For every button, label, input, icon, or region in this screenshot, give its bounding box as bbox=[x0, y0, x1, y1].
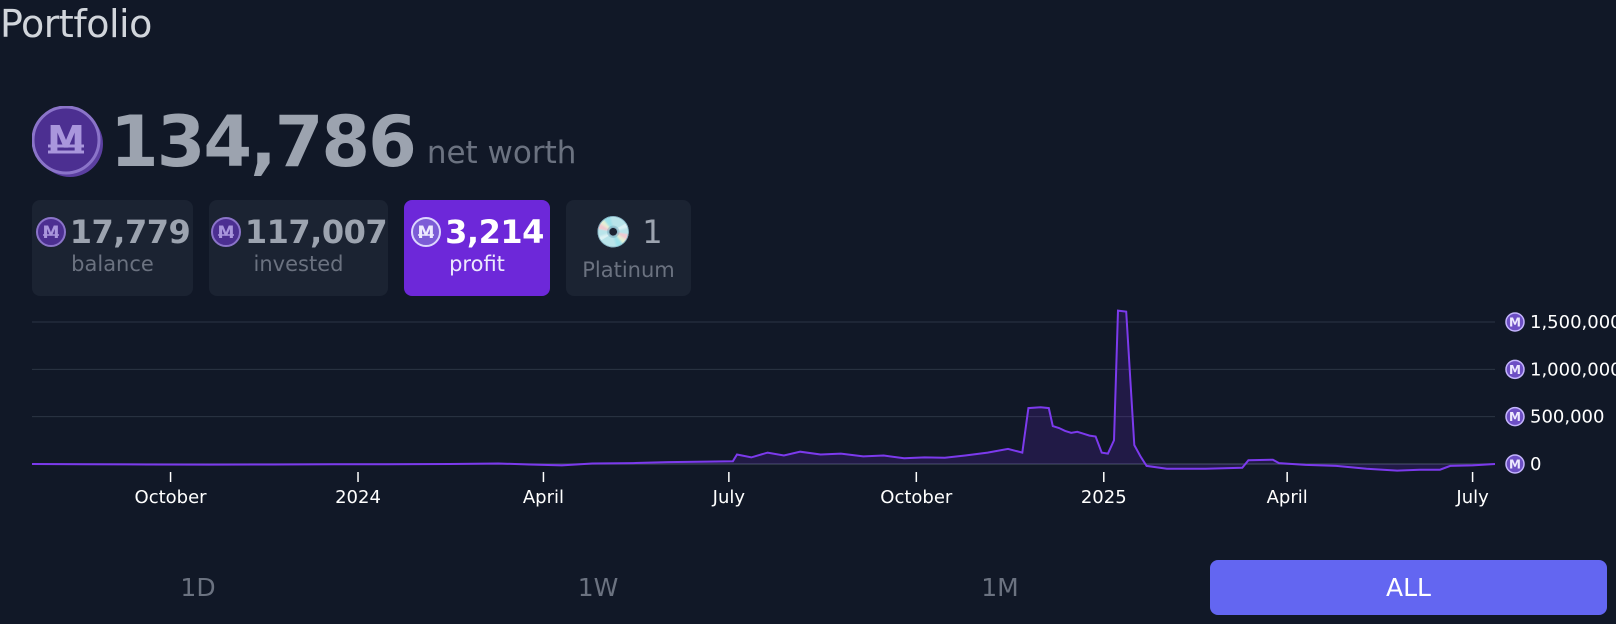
platinum-value: 1 bbox=[642, 213, 663, 251]
x-tick-label: July bbox=[712, 487, 746, 508]
mana-coin-icon bbox=[1505, 359, 1525, 380]
mana-coin-icon: M bbox=[32, 106, 103, 177]
y-tick-label: 500,000 bbox=[1530, 407, 1604, 428]
y-tick-label: 1,000,000 bbox=[1530, 359, 1616, 380]
x-axis: October 2024 April July October 2025 April July bbox=[135, 472, 1489, 508]
range-1m-button[interactable]: 1M bbox=[981, 573, 1019, 602]
portfolio-chart[interactable]: October 2024 April July October 2025 April July… bbox=[0, 300, 1616, 520]
chart-grid bbox=[32, 321, 1495, 465]
coin-glyph: M bbox=[1509, 410, 1521, 424]
x-tick-label: April bbox=[523, 487, 564, 508]
profit-value: 3,214 bbox=[445, 213, 544, 251]
coin-glyph: M bbox=[1509, 363, 1521, 377]
svg-text:M: M bbox=[47, 118, 85, 162]
mana-coin-icon bbox=[1505, 312, 1525, 332]
y-tick-label: 1,500,000 bbox=[1530, 312, 1616, 333]
stat-invested[interactable]: M 117,007 invested bbox=[209, 200, 388, 296]
platinum-label: Platinum bbox=[582, 258, 675, 282]
mana-coin-icon: M bbox=[35, 217, 66, 247]
chart-line bbox=[31, 309, 1496, 472]
stat-platinum[interactable]: 💿 1 Platinum bbox=[566, 200, 691, 296]
range-all-button[interactable]: ALL bbox=[1210, 560, 1607, 615]
coin-glyph: M bbox=[1509, 316, 1521, 330]
y-tick-label: 0 bbox=[1530, 454, 1541, 475]
invested-label: invested bbox=[253, 252, 344, 276]
x-tick-label: July bbox=[1455, 487, 1489, 508]
invested-value: 117,007 bbox=[244, 213, 388, 251]
x-tick-label: October bbox=[880, 487, 953, 508]
net-worth: M 134,786 net worth bbox=[32, 104, 576, 180]
y-tick: M 1,000,000 bbox=[1505, 359, 1616, 380]
mana-coin-icon: M bbox=[411, 217, 442, 247]
svg-text:M: M bbox=[42, 223, 59, 243]
stat-balance[interactable]: M 17,779 balance bbox=[32, 200, 193, 296]
coin-glyph: M bbox=[1509, 458, 1521, 472]
range-1w-button[interactable]: 1W bbox=[577, 573, 619, 602]
svg-text:M: M bbox=[217, 223, 234, 243]
balance-label: balance bbox=[71, 252, 154, 276]
y-tick: M 500,000 bbox=[1505, 406, 1604, 428]
x-tick-label: October bbox=[135, 487, 208, 508]
svg-text:M: M bbox=[418, 223, 435, 243]
mana-coin-icon bbox=[1505, 454, 1525, 474]
mana-coin-icon bbox=[1505, 406, 1525, 427]
x-tick-label: 2024 bbox=[335, 487, 381, 508]
stat-profit[interactable]: M 3,214 profit bbox=[404, 200, 550, 296]
net-worth-label: net worth bbox=[426, 135, 577, 171]
x-tick-label: 2025 bbox=[1081, 487, 1127, 508]
x-tick-label: April bbox=[1267, 487, 1308, 508]
balance-value: 17,779 bbox=[69, 213, 191, 251]
disc-icon: 💿 bbox=[594, 214, 633, 250]
chart-area bbox=[32, 310, 1495, 471]
mana-coin-icon: M bbox=[210, 217, 241, 247]
range-1d-button[interactable]: 1D bbox=[180, 573, 216, 602]
profit-label: profit bbox=[449, 252, 505, 276]
net-worth-value: 134,786 bbox=[110, 101, 417, 183]
page-title: Portfolio bbox=[0, 2, 152, 46]
y-tick: M 1,500,000 bbox=[1505, 312, 1616, 333]
